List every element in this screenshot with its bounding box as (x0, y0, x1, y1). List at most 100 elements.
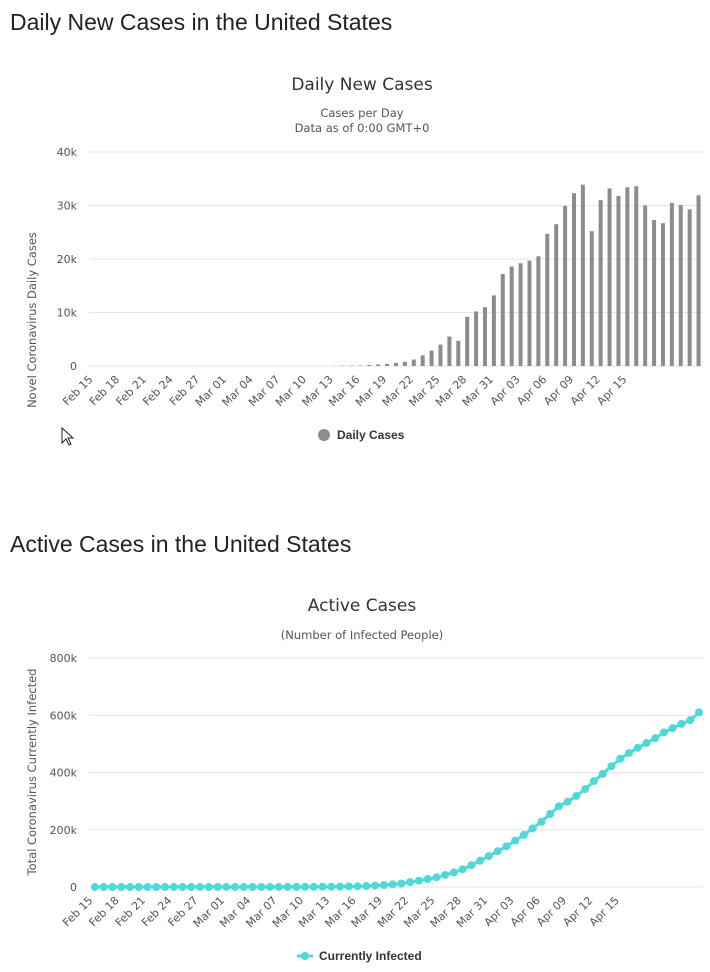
bar (527, 260, 532, 366)
y-tick-label: 400k (50, 767, 78, 780)
legend[interactable]: Daily Cases (318, 428, 405, 442)
data-point (134, 882, 143, 891)
data-point (677, 719, 686, 728)
bar (554, 224, 559, 366)
data-point (458, 865, 467, 874)
y-axis-label: Novel Coronavirus Daily Cases (25, 232, 39, 408)
active-cases-chart: Active Cases (Number of Infected People)… (25, 596, 703, 963)
data-point (91, 882, 99, 891)
bar (598, 200, 603, 366)
data-point (423, 874, 432, 883)
bar (563, 206, 568, 366)
data-point (99, 882, 108, 891)
chart-subtitle: (Number of Infected People) (281, 628, 443, 642)
x-tick-label: Apr 15 (594, 373, 629, 408)
section-heading-active-cases: Active Cases in the United States (10, 531, 352, 557)
data-point (449, 868, 458, 877)
bar (385, 363, 390, 366)
bar (402, 361, 407, 366)
data-point (248, 882, 257, 891)
data-point (362, 881, 371, 890)
bar (393, 362, 399, 366)
bar (616, 195, 621, 366)
bar (607, 188, 612, 366)
data-point (161, 882, 170, 891)
data-point (546, 810, 555, 819)
data-point (686, 716, 695, 725)
data-point (126, 882, 135, 891)
x-tick-label: Apr 15 (587, 894, 622, 929)
data-point (441, 870, 450, 879)
data-point (432, 873, 441, 882)
bar (643, 205, 648, 366)
data-point (143, 882, 152, 891)
data-point (336, 882, 345, 891)
data-point (624, 749, 633, 758)
data-point (222, 882, 231, 891)
bar (456, 340, 461, 366)
data-point (353, 882, 362, 891)
mouse-cursor-icon (61, 427, 75, 446)
data-point (572, 791, 581, 800)
y-tick-label: 600k (50, 709, 78, 722)
bar (580, 184, 585, 366)
data-point (467, 861, 476, 870)
data-point (476, 856, 485, 865)
data-point (633, 743, 642, 752)
bar (625, 187, 630, 366)
daily-new-cases-chart: Daily New Cases Cases per Day Data as of… (25, 75, 703, 442)
data-point (169, 882, 178, 891)
bar (536, 256, 541, 366)
data-point (117, 882, 126, 891)
data-point (371, 881, 380, 890)
bar (652, 219, 657, 366)
bar (411, 359, 416, 366)
data-point (589, 777, 598, 786)
data-point (607, 762, 616, 771)
data-point (231, 882, 240, 891)
data-point (554, 802, 563, 811)
data-point (502, 842, 511, 851)
y-tick-label: 20k (57, 253, 78, 266)
data-point (388, 880, 397, 889)
bar (438, 344, 443, 366)
data-point (301, 882, 310, 891)
y-tick-label: 10k (57, 307, 78, 320)
bar (571, 193, 576, 366)
data-point (406, 878, 415, 887)
data-point (204, 882, 213, 891)
bar (696, 195, 701, 366)
data-point (414, 876, 423, 885)
data-point (598, 769, 607, 778)
data-point (642, 739, 651, 748)
bar (376, 364, 381, 366)
bar (420, 355, 425, 366)
y-tick-label: 800k (50, 652, 78, 665)
bar (518, 263, 523, 366)
series-line-currently-infected (95, 711, 700, 889)
legend[interactable]: Currently Infected (297, 949, 422, 963)
chart-subtitle-line-2: Data as of 0:00 GMT+0 (295, 121, 430, 135)
y-tick-label: 30k (57, 200, 78, 213)
data-point (528, 824, 537, 833)
chart-subtitle-line-1: Cases per Day (320, 106, 403, 120)
chart-title: Daily New Cases (291, 75, 433, 95)
bar (447, 336, 452, 366)
legend-marker-currently-infected (301, 952, 309, 960)
bar (545, 233, 550, 366)
y-tick-label: 40k (57, 146, 78, 159)
bar (634, 186, 639, 366)
data-point (695, 708, 703, 717)
data-point (668, 724, 677, 733)
data-point (511, 836, 520, 845)
data-point (239, 882, 248, 891)
legend-label-daily-cases[interactable]: Daily Cases (337, 428, 405, 442)
y-tick-label: 200k (50, 824, 78, 837)
bar (660, 223, 665, 366)
legend-marker-daily-cases (318, 429, 330, 441)
bar (669, 202, 674, 366)
legend-label-currently-infected[interactable]: Currently Infected (319, 949, 422, 963)
bar (482, 307, 487, 366)
data-point (318, 882, 327, 891)
bar (358, 365, 363, 366)
